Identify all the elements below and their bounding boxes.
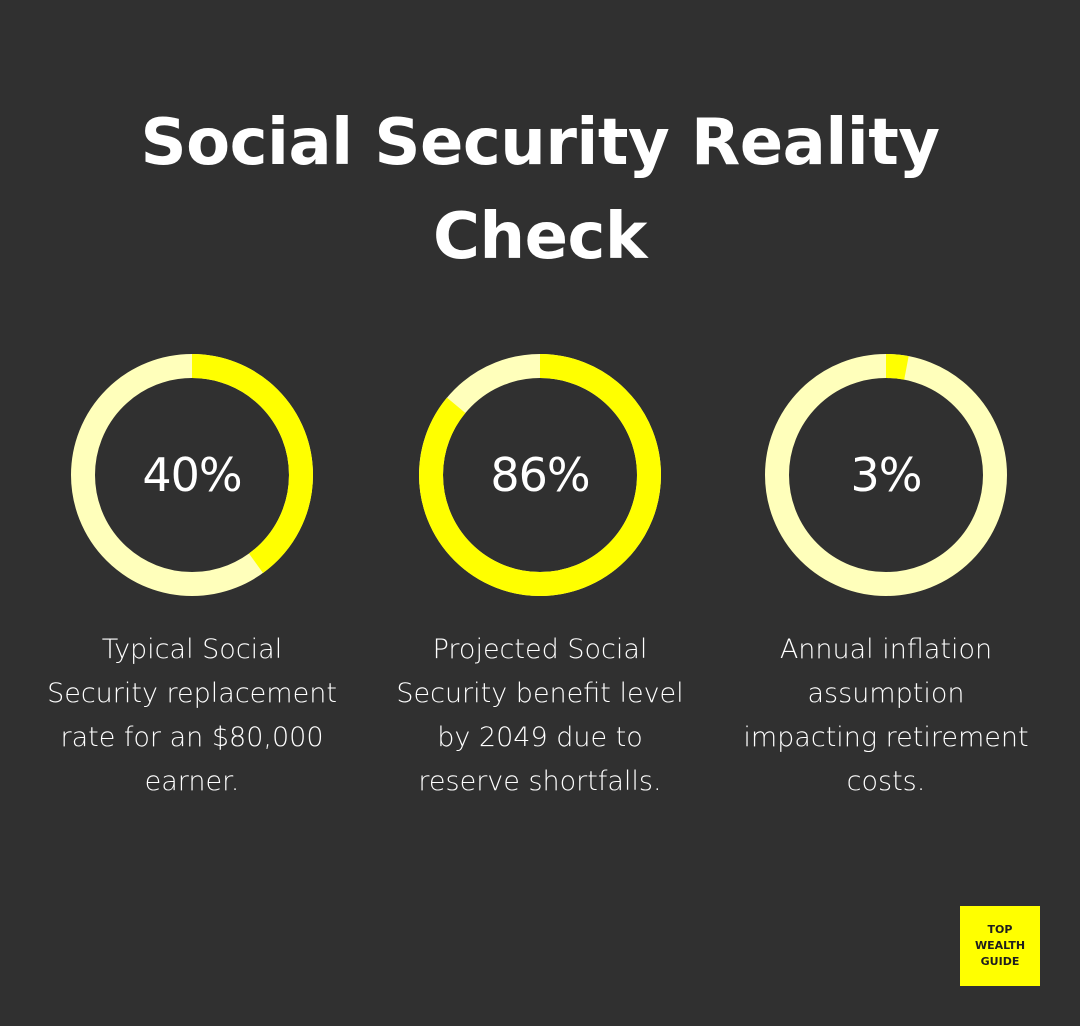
logo-line: WEALTH <box>974 939 1026 952</box>
title-line-1: Social Security Reality <box>140 106 941 180</box>
brand-logo: TOP WEALTH GUIDE <box>960 906 1040 986</box>
title-line-2: Check <box>433 200 647 274</box>
caption-line: by 2049 due to <box>437 722 643 753</box>
page-title: Social Security Reality Check <box>0 96 1080 284</box>
donut-chart: 40% <box>71 354 313 596</box>
stat-value: 86% <box>490 448 590 502</box>
caption-line: earner. <box>144 766 240 797</box>
stat-card-inflation: 3% Annual inflation assumption impacting… <box>726 354 1046 804</box>
stat-value: 3% <box>850 448 923 502</box>
stat-caption: Annual inflation assumption impacting re… <box>726 628 1046 804</box>
donut-ring-icon <box>419 354 661 596</box>
caption-line: Projected Social <box>432 634 648 665</box>
caption-line: rate for an $80,000 <box>60 722 324 753</box>
caption-line: costs. <box>846 766 926 797</box>
stat-card-projected-benefit: 86% Projected Social Security benefit le… <box>380 354 700 804</box>
donut-ring-icon <box>71 354 313 596</box>
stat-caption: Typical Social Security replacement rate… <box>32 628 352 804</box>
stat-value: 40% <box>142 448 242 502</box>
stat-caption: Projected Social Security benefit level … <box>380 628 700 804</box>
donut-chart: 3% <box>765 354 1007 596</box>
caption-line: Security benefit level <box>396 678 684 709</box>
donut-chart: 86% <box>419 354 661 596</box>
caption-line: reserve shortfalls. <box>418 766 662 797</box>
donut-ring-icon <box>765 354 1007 596</box>
caption-line: assumption <box>807 678 965 709</box>
logo-line: GUIDE <box>980 955 1020 968</box>
caption-line: Annual inflation <box>779 634 993 665</box>
caption-line: impacting retirement <box>743 722 1029 753</box>
logo-line: TOP <box>987 923 1013 936</box>
stat-card-replacement-rate: 40% Typical Social Security replacement … <box>32 354 352 804</box>
caption-line: Security replacement <box>47 678 337 709</box>
caption-line: Typical Social <box>101 634 283 665</box>
